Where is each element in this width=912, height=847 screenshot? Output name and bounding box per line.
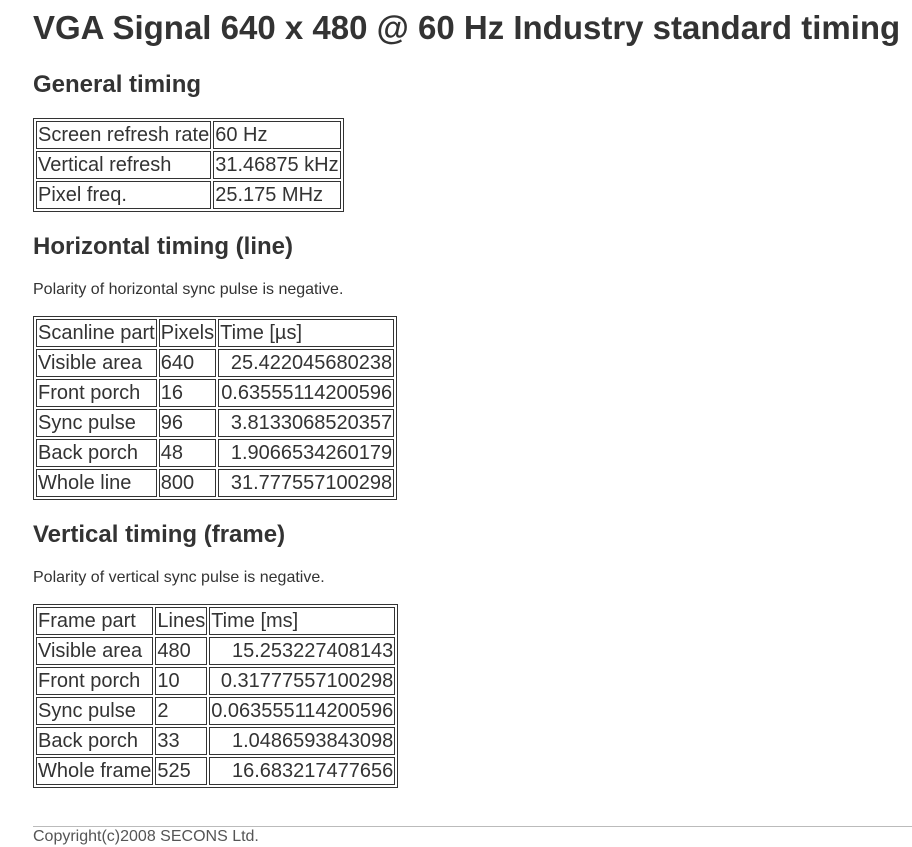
table-cell: 96 <box>158 409 217 437</box>
table-cell: 31.46875 kHz <box>213 151 342 179</box>
table-cell: Front porch <box>36 667 154 695</box>
table-cell: 25.175 MHz <box>213 181 342 209</box>
table-cell: Sync pulse <box>36 697 154 725</box>
table-cell: 0.063555114200596 <box>209 697 396 725</box>
column-header: Time [ms] <box>209 607 396 635</box>
table-cell: Back porch <box>36 439 157 467</box>
table-cell: 2 <box>155 697 208 725</box>
table-cell: Sync pulse <box>36 409 157 437</box>
page-title: VGA Signal 640 x 480 @ 60 Hz Industry st… <box>33 9 901 46</box>
column-header: Pixels <box>158 319 217 347</box>
table-cell: Vertical refresh <box>36 151 212 179</box>
table-cell: Front porch <box>36 379 157 407</box>
table-cell: 800 <box>158 469 217 497</box>
table-cell: 1.0486593843098 <box>209 727 396 755</box>
table-cell: 15.253227408143 <box>209 637 396 665</box>
table-cell: 1.9066534260179 <box>218 439 395 467</box>
page-content: VGA Signal 640 x 480 @ 60 Hz Industry st… <box>33 0 912 788</box>
column-header: Time [µs] <box>218 319 395 347</box>
copyright-text: Copyright(c)2008 SECONS Ltd. <box>33 828 259 845</box>
footer: Copyright(c)2008 SECONS Ltd. <box>33 826 912 846</box>
table-row: Visible area 640 25.422045680238 <box>36 349 395 377</box>
table-cell: Screen refresh rate <box>36 121 212 149</box>
table-row: Visible area 480 15.253227408143 <box>36 637 396 665</box>
table-cell: Pixel freq. <box>36 181 212 209</box>
general-timing-table: Screen refresh rate 60 Hz Vertical refre… <box>33 118 345 212</box>
column-header: Lines <box>155 607 208 635</box>
table-cell: Whole frame <box>36 757 154 785</box>
vertical-polarity-note: Polarity of vertical sync pulse is negat… <box>33 569 325 586</box>
table-cell: Visible area <box>36 637 154 665</box>
table-cell: 3.8133068520357 <box>218 409 395 437</box>
table-row: Whole frame 525 16.683217477656 <box>36 757 396 785</box>
table-cell: 33 <box>155 727 208 755</box>
table-cell: 16 <box>158 379 217 407</box>
table-cell: 0.63555114200596 <box>218 379 395 407</box>
table-cell: 48 <box>158 439 217 467</box>
table-cell: Whole line <box>36 469 157 497</box>
horizontal-timing-heading: Horizontal timing (line) <box>33 233 293 260</box>
vertical-timing-heading: Vertical timing (frame) <box>33 521 286 548</box>
column-header: Scanline part <box>36 319 157 347</box>
table-cell: 640 <box>158 349 217 377</box>
table-row: Screen refresh rate 60 Hz <box>36 121 342 149</box>
table-cell: 480 <box>155 637 208 665</box>
table-cell: 16.683217477656 <box>209 757 396 785</box>
table-row: Back porch 33 1.0486593843098 <box>36 727 396 755</box>
table-cell: Back porch <box>36 727 154 755</box>
horizontal-polarity-note: Polarity of horizontal sync pulse is neg… <box>33 281 344 298</box>
column-header: Frame part <box>36 607 154 635</box>
table-row: Sync pulse 2 0.063555114200596 <box>36 697 396 725</box>
table-row: Vertical refresh 31.46875 kHz <box>36 151 342 179</box>
table-cell: Visible area <box>36 349 157 377</box>
table-cell: 525 <box>155 757 208 785</box>
table-cell: 60 Hz <box>213 121 342 149</box>
table-header-row: Frame part Lines Time [ms] <box>36 607 396 635</box>
table-row: Back porch 48 1.9066534260179 <box>36 439 395 467</box>
vertical-timing-table: Frame part Lines Time [ms] Visible area … <box>33 604 399 788</box>
table-row: Front porch 10 0.31777557100298 <box>36 667 396 695</box>
table-cell: 0.31777557100298 <box>209 667 396 695</box>
table-cell: 10 <box>155 667 208 695</box>
table-row: Front porch 16 0.63555114200596 <box>36 379 395 407</box>
horizontal-timing-table: Scanline part Pixels Time [µs] Visible a… <box>33 316 398 500</box>
general-timing-heading: General timing <box>33 71 202 98</box>
table-cell: 25.422045680238 <box>218 349 395 377</box>
table-cell: 31.777557100298 <box>218 469 395 497</box>
table-header-row: Scanline part Pixels Time [µs] <box>36 319 395 347</box>
table-row: Sync pulse 96 3.8133068520357 <box>36 409 395 437</box>
table-row: Pixel freq. 25.175 MHz <box>36 181 342 209</box>
table-row: Whole line 800 31.777557100298 <box>36 469 395 497</box>
